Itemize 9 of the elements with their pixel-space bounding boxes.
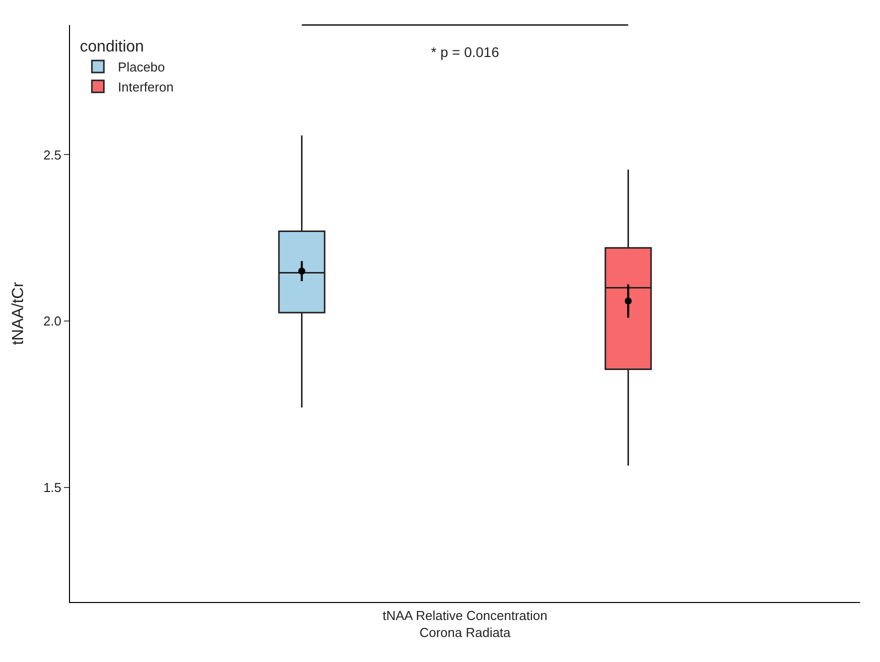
x-axis-title: tNAA Relative Concentration Corona Radiata bbox=[382, 608, 548, 640]
legend-label: Interferon bbox=[118, 79, 174, 94]
y-tick-label: 2.5 bbox=[43, 147, 62, 162]
y-tick-label: 1.5 bbox=[43, 480, 62, 495]
y-tick-label: 2.0 bbox=[43, 314, 62, 329]
annotation: * p = 0.016 bbox=[431, 44, 500, 60]
legend-label: Placebo bbox=[118, 60, 165, 75]
y-axis-title: tNAA/tCr bbox=[10, 281, 28, 346]
legend-title: condition bbox=[80, 38, 144, 56]
